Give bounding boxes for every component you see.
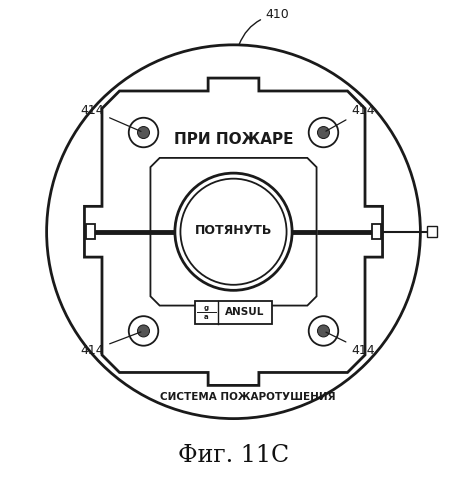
Text: Фиг. 11C: Фиг. 11C	[178, 444, 289, 467]
Polygon shape	[85, 78, 382, 386]
Text: 414: 414	[326, 332, 375, 357]
Text: 410: 410	[239, 8, 290, 44]
Circle shape	[129, 118, 158, 148]
Text: g: g	[204, 304, 209, 310]
Bar	[427, 226, 438, 237]
Text: a: a	[204, 314, 209, 320]
Circle shape	[175, 173, 292, 290]
Text: 414: 414	[81, 104, 141, 132]
Circle shape	[137, 126, 149, 138]
Circle shape	[309, 316, 338, 346]
Text: ANSUL: ANSUL	[225, 308, 264, 318]
Bar	[195, 302, 272, 324]
Text: ПРИ ПОЖАРЕ: ПРИ ПОЖАРЕ	[174, 132, 293, 147]
Text: СИСТЕМА ПОЖАРОТУШЕНИЯ: СИСТЕМА ПОЖАРОТУШЕНИЯ	[160, 392, 335, 402]
Circle shape	[318, 126, 330, 138]
Bar	[86, 224, 95, 239]
Circle shape	[129, 316, 158, 346]
Text: ПОТЯНУТЬ: ПОТЯНУТЬ	[195, 224, 272, 237]
Circle shape	[318, 325, 330, 337]
Text: 414: 414	[326, 104, 375, 131]
Circle shape	[137, 325, 149, 337]
Polygon shape	[150, 158, 317, 306]
Circle shape	[180, 178, 287, 285]
Circle shape	[309, 118, 338, 148]
Text: 414: 414	[81, 332, 141, 357]
Bar	[372, 224, 381, 239]
